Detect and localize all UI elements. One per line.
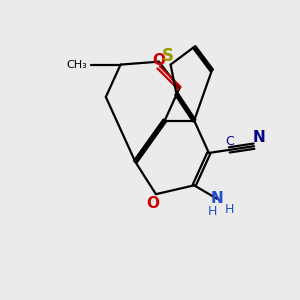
Text: CH₃: CH₃ [66, 60, 87, 70]
Text: C: C [225, 135, 234, 148]
Text: O: O [146, 196, 159, 211]
Text: N: N [211, 191, 224, 206]
Text: O: O [152, 53, 165, 68]
Text: H: H [208, 205, 217, 218]
Text: S: S [162, 47, 174, 65]
Text: H: H [225, 202, 234, 216]
Text: N: N [253, 130, 266, 146]
